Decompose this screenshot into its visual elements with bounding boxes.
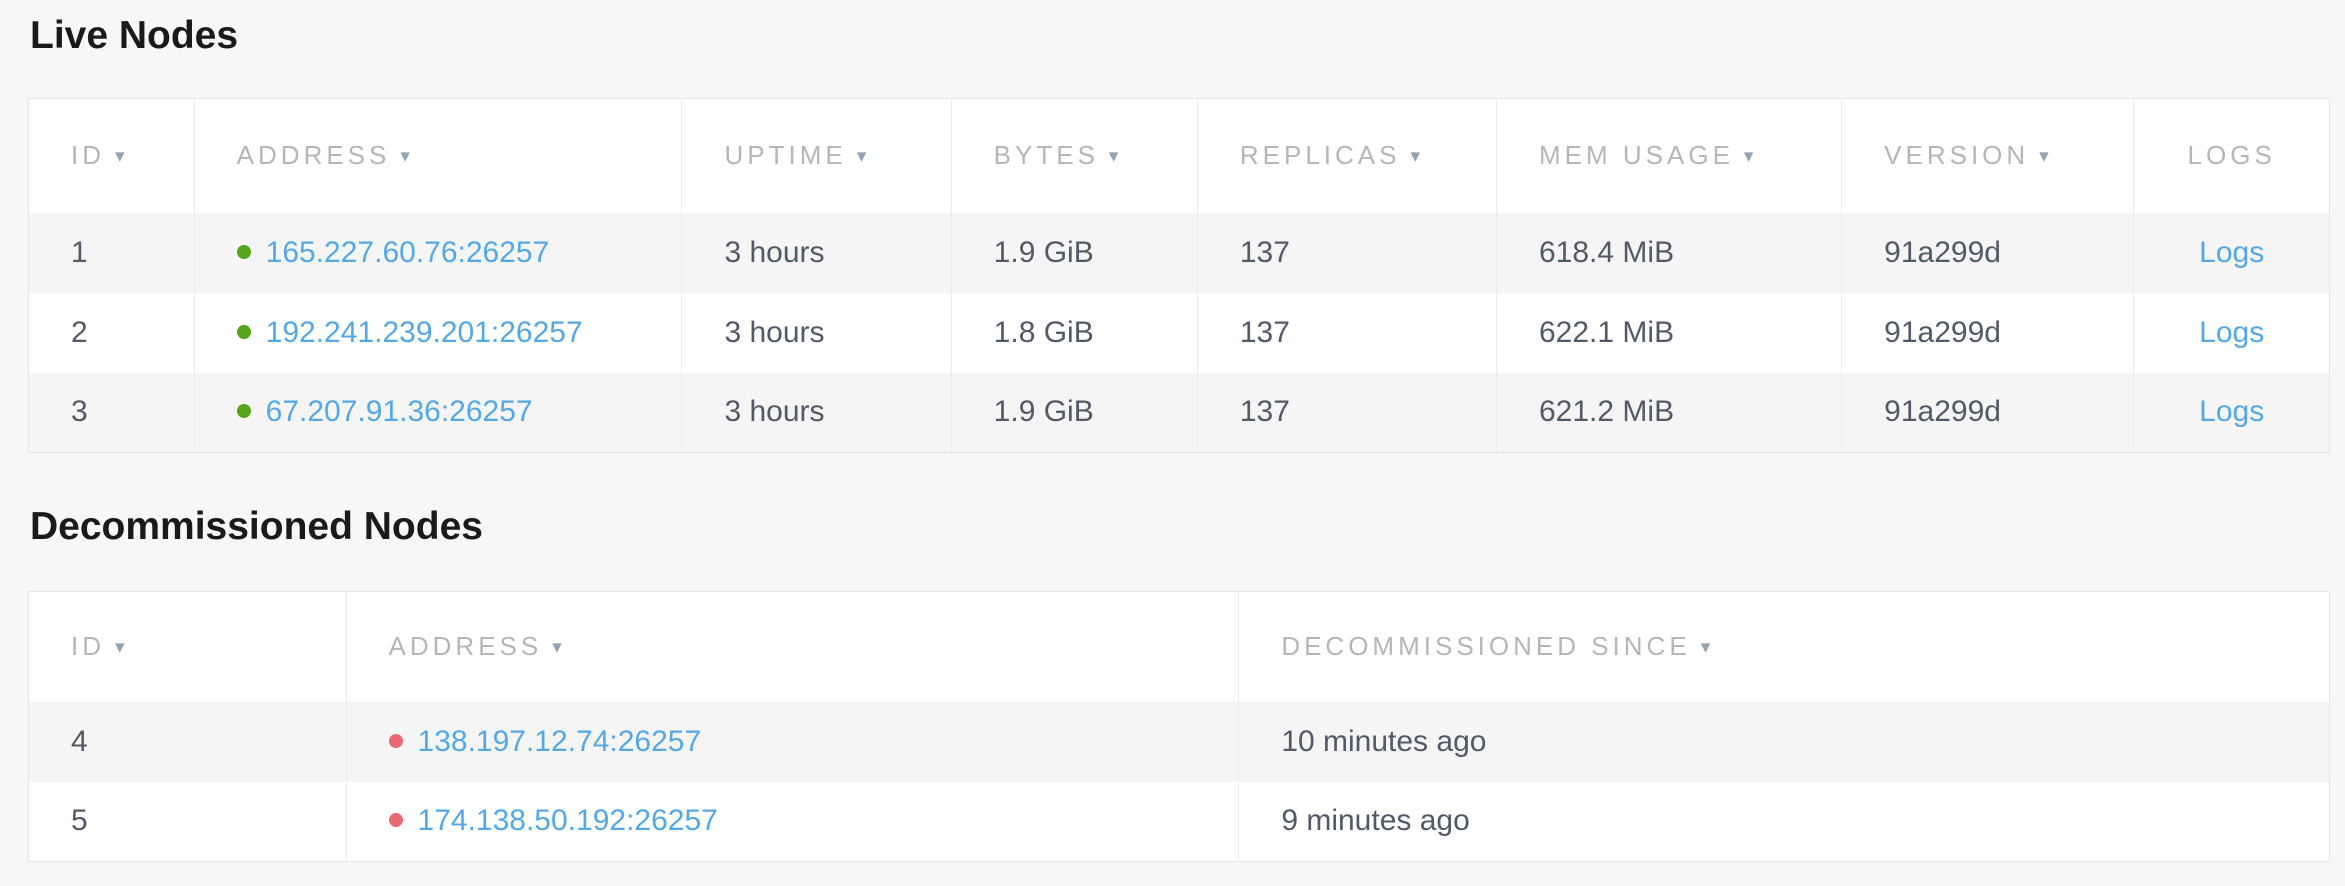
sort-arrow-icon: ▾ <box>552 637 562 659</box>
table-row: 4 138.197.12.74:26257 10 minutes ago <box>28 701 2330 782</box>
node-address-link[interactable]: 67.207.91.36:26257 <box>265 395 533 429</box>
live-status-dot-icon <box>236 404 251 419</box>
cell-mem-usage: 618.4 MiB <box>1495 212 1842 293</box>
col-header-uptime-label: UPTIME <box>724 140 847 171</box>
cell-node-id: 1 <box>28 212 195 293</box>
sort-arrow-icon: ▾ <box>856 146 867 168</box>
cell-uptime: 3 hours <box>681 372 952 453</box>
sort-arrow-icon: ▾ <box>1410 146 1421 168</box>
col-header-bytes[interactable]: BYTES ▾ <box>950 98 1198 213</box>
cell-decommissioned-since: 9 minutes ago <box>1238 781 2330 862</box>
cell-node-address: 165.227.60.76:26257 <box>193 212 682 293</box>
cell-logs: Logs <box>2133 292 2330 373</box>
col-header-uptime[interactable]: UPTIME ▾ <box>681 98 952 213</box>
logs-link[interactable]: Logs <box>2199 235 2265 269</box>
cell-replicas: 137 <box>1196 292 1497 373</box>
logs-link[interactable]: Logs <box>2199 395 2265 429</box>
col-header-address-label: ADDRESS <box>236 140 391 171</box>
col-header-address[interactable]: ADDRESS ▾ <box>345 591 1239 702</box>
cell-bytes: 1.9 GiB <box>950 372 1198 453</box>
col-header-decommissioned-since[interactable]: DECOMMISSIONED SINCE ▾ <box>1238 591 2330 702</box>
sort-arrow-icon: ▾ <box>1108 146 1119 168</box>
cell-mem-usage: 621.2 MiB <box>1495 372 1842 453</box>
col-header-mem-usage-label: MEM USAGE <box>1539 140 1734 171</box>
cell-decommissioned-since: 10 minutes ago <box>1238 701 2330 782</box>
cell-uptime: 3 hours <box>681 212 952 293</box>
logs-link[interactable]: Logs <box>2199 315 2265 349</box>
cell-bytes: 1.9 GiB <box>950 212 1198 293</box>
col-header-logs-label: LOGS <box>2187 140 2276 171</box>
col-header-id-label: ID <box>71 631 105 662</box>
table-row: 3 67.207.91.36:26257 3 hours 1.9 GiB 137… <box>28 372 2330 453</box>
col-header-version[interactable]: VERSION ▾ <box>1841 98 2134 213</box>
sort-arrow-icon: ▾ <box>1743 146 1754 168</box>
col-header-id-label: ID <box>71 140 105 171</box>
col-header-decommissioned-since-label: DECOMMISSIONED SINCE <box>1281 631 1691 662</box>
cell-logs: Logs <box>2133 372 2330 453</box>
live-nodes-title: Live Nodes <box>30 14 239 57</box>
cell-node-address: 138.197.12.74:26257 <box>345 701 1239 782</box>
col-header-logs: LOGS <box>2133 98 2330 213</box>
cell-node-address: 174.138.50.192:26257 <box>345 781 1239 862</box>
col-header-address[interactable]: ADDRESS ▾ <box>193 98 682 213</box>
cell-node-id: 4 <box>28 701 347 782</box>
decommissioned-table-header-row: ID ▾ ADDRESS ▾ DECOMMISSIONED SINCE ▾ <box>28 591 2330 702</box>
cell-version: 91a299d <box>1841 212 2134 293</box>
table-row: 1 165.227.60.76:26257 3 hours 1.9 GiB 13… <box>28 212 2330 293</box>
sort-arrow-icon: ▾ <box>115 637 125 659</box>
cell-uptime: 3 hours <box>681 292 952 373</box>
cell-node-id: 5 <box>28 781 347 862</box>
sort-arrow-icon: ▾ <box>115 146 125 168</box>
live-nodes-table: ID ▾ ADDRESS ▾ UPTIME ▾ BYTES ▾ REPLICAS ▾ ME… <box>28 98 2330 453</box>
sort-arrow-icon: ▾ <box>2039 146 2049 168</box>
node-address-link[interactable]: 165.227.60.76:26257 <box>265 235 550 269</box>
cell-node-address: 67.207.91.36:26257 <box>193 372 682 453</box>
col-header-mem-usage[interactable]: MEM USAGE ▾ <box>1495 98 1842 213</box>
col-header-version-label: VERSION <box>1884 140 2030 171</box>
col-header-replicas-label: REPLICAS <box>1239 140 1401 171</box>
col-header-id[interactable]: ID ▾ <box>28 591 347 702</box>
cell-node-id: 2 <box>28 292 195 373</box>
cell-replicas: 137 <box>1196 212 1497 293</box>
live-status-dot-icon <box>236 244 251 259</box>
node-address-link[interactable]: 138.197.12.74:26257 <box>417 724 702 758</box>
cell-node-address: 192.241.239.201:26257 <box>193 292 682 373</box>
table-row: 5 174.138.50.192:26257 9 minutes ago <box>28 781 2330 862</box>
col-header-address-label: ADDRESS <box>388 631 543 662</box>
sort-arrow-icon: ▾ <box>1700 637 1711 659</box>
live-status-dot-icon <box>236 324 251 339</box>
node-address-link[interactable]: 174.138.50.192:26257 <box>417 804 718 838</box>
decommissioned-status-dot-icon <box>388 813 403 828</box>
table-row: 2 192.241.239.201:26257 3 hours 1.8 GiB … <box>28 292 2330 373</box>
cell-replicas: 137 <box>1196 372 1497 453</box>
cell-bytes: 1.8 GiB <box>950 292 1198 373</box>
cell-logs: Logs <box>2133 212 2330 293</box>
col-header-id[interactable]: ID ▾ <box>28 98 195 213</box>
live-table-header-row: ID ▾ ADDRESS ▾ UPTIME ▾ BYTES ▾ REPLICAS ▾ ME… <box>28 98 2330 213</box>
decommissioned-status-dot-icon <box>388 733 403 748</box>
node-address-link[interactable]: 192.241.239.201:26257 <box>265 315 583 349</box>
cell-version: 91a299d <box>1841 292 2134 373</box>
cell-node-id: 3 <box>28 372 195 453</box>
sort-arrow-icon: ▾ <box>400 146 410 168</box>
decommissioned-nodes-title: Decommissioned Nodes <box>30 505 483 548</box>
col-header-bytes-label: BYTES <box>993 140 1099 171</box>
col-header-replicas[interactable]: REPLICAS ▾ <box>1196 98 1497 213</box>
decommissioned-nodes-table: ID ▾ ADDRESS ▾ DECOMMISSIONED SINCE ▾ 4 138… <box>28 591 2330 862</box>
cell-mem-usage: 622.1 MiB <box>1495 292 1842 373</box>
cell-version: 91a299d <box>1841 372 2134 453</box>
